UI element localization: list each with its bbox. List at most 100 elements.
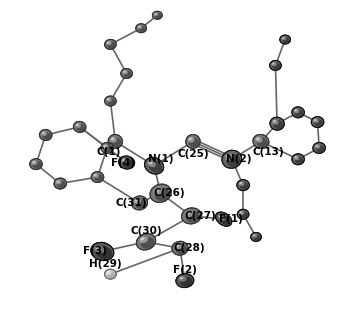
Ellipse shape (73, 122, 86, 132)
Ellipse shape (91, 242, 114, 261)
Ellipse shape (134, 199, 141, 204)
Ellipse shape (239, 182, 244, 186)
Ellipse shape (107, 42, 109, 44)
Ellipse shape (315, 144, 320, 149)
Ellipse shape (75, 124, 81, 128)
Ellipse shape (107, 98, 116, 105)
Ellipse shape (107, 271, 109, 273)
Ellipse shape (91, 172, 104, 183)
Ellipse shape (94, 174, 103, 182)
Ellipse shape (270, 117, 284, 130)
Ellipse shape (105, 269, 116, 279)
Text: C(25): C(25) (177, 149, 209, 159)
Ellipse shape (282, 37, 290, 43)
Text: F(3): F(3) (83, 246, 107, 256)
Ellipse shape (273, 120, 283, 129)
Ellipse shape (155, 13, 162, 19)
Ellipse shape (239, 211, 244, 215)
Ellipse shape (255, 137, 262, 143)
Ellipse shape (94, 246, 105, 253)
Ellipse shape (104, 145, 113, 153)
Ellipse shape (42, 132, 51, 140)
Ellipse shape (33, 161, 41, 169)
Ellipse shape (122, 159, 125, 161)
Text: H(29): H(29) (89, 259, 122, 269)
Ellipse shape (240, 212, 242, 214)
Ellipse shape (313, 142, 325, 153)
Ellipse shape (131, 196, 148, 210)
Ellipse shape (76, 124, 85, 132)
Ellipse shape (240, 212, 248, 218)
Ellipse shape (282, 37, 284, 39)
Ellipse shape (294, 109, 300, 113)
Ellipse shape (313, 119, 319, 123)
Ellipse shape (186, 135, 200, 149)
Ellipse shape (280, 35, 291, 44)
Ellipse shape (107, 98, 112, 102)
Ellipse shape (155, 188, 170, 201)
Ellipse shape (30, 159, 42, 170)
Ellipse shape (107, 42, 116, 49)
Ellipse shape (181, 208, 201, 224)
Text: C(31): C(31) (116, 198, 147, 208)
Ellipse shape (252, 234, 257, 238)
Ellipse shape (149, 161, 162, 173)
Ellipse shape (111, 138, 114, 140)
Ellipse shape (121, 69, 132, 78)
Ellipse shape (226, 154, 230, 158)
Ellipse shape (220, 215, 231, 225)
Ellipse shape (314, 119, 323, 127)
Ellipse shape (253, 235, 255, 236)
Ellipse shape (186, 212, 190, 215)
Ellipse shape (42, 132, 45, 134)
Ellipse shape (154, 13, 158, 16)
Ellipse shape (240, 182, 248, 190)
Ellipse shape (103, 144, 108, 149)
Ellipse shape (94, 174, 96, 176)
Ellipse shape (148, 160, 156, 167)
Ellipse shape (101, 142, 113, 153)
Ellipse shape (295, 156, 303, 164)
Text: C(28): C(28) (173, 243, 205, 253)
Ellipse shape (32, 161, 35, 163)
Ellipse shape (314, 119, 316, 121)
Ellipse shape (216, 212, 232, 226)
Text: C(13): C(13) (252, 147, 284, 157)
Ellipse shape (138, 26, 146, 32)
Ellipse shape (154, 13, 157, 15)
Ellipse shape (256, 138, 260, 140)
Ellipse shape (121, 158, 128, 163)
Ellipse shape (294, 156, 300, 160)
Ellipse shape (104, 145, 106, 147)
Ellipse shape (176, 274, 194, 288)
Ellipse shape (135, 199, 138, 202)
Ellipse shape (189, 138, 199, 148)
Ellipse shape (150, 184, 171, 202)
Ellipse shape (218, 214, 225, 221)
Ellipse shape (273, 120, 276, 123)
Ellipse shape (118, 156, 135, 169)
Ellipse shape (257, 138, 268, 148)
Ellipse shape (253, 235, 261, 241)
Ellipse shape (107, 41, 112, 45)
Ellipse shape (237, 209, 249, 219)
Ellipse shape (136, 24, 147, 33)
Ellipse shape (136, 234, 156, 250)
Ellipse shape (271, 62, 277, 66)
Ellipse shape (253, 135, 269, 149)
Ellipse shape (311, 117, 324, 127)
Ellipse shape (149, 161, 152, 164)
Ellipse shape (107, 271, 116, 279)
Text: N(1): N(1) (148, 154, 174, 163)
Ellipse shape (189, 138, 192, 140)
Text: F(1): F(1) (219, 214, 243, 224)
Ellipse shape (135, 199, 147, 209)
Ellipse shape (154, 188, 159, 192)
Ellipse shape (153, 187, 163, 195)
Ellipse shape (226, 154, 240, 167)
Ellipse shape (270, 60, 281, 71)
Ellipse shape (111, 137, 117, 143)
Ellipse shape (96, 246, 112, 259)
Ellipse shape (237, 180, 249, 191)
Ellipse shape (93, 174, 99, 178)
